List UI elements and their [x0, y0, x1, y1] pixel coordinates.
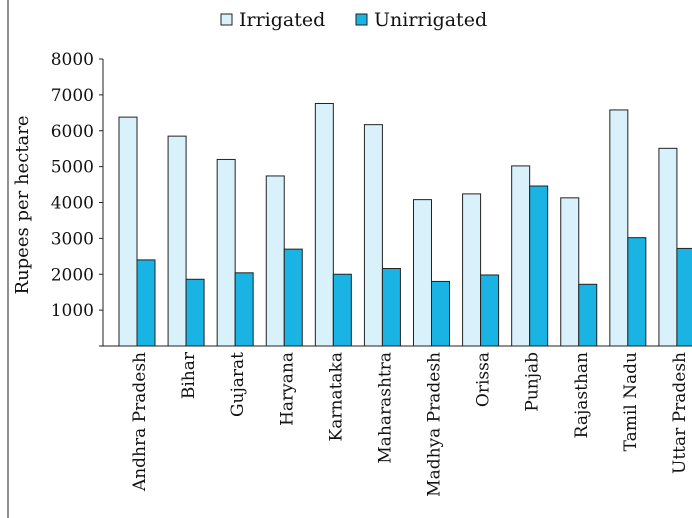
x-tick-label: Punjab — [523, 352, 543, 412]
x-tick-label: Orissa — [474, 352, 494, 407]
bar-unirrigated-karnataka — [332, 273, 352, 347]
bar-unirrigated-bihar — [185, 278, 205, 347]
x-tick-label: Maharashtra — [375, 352, 395, 464]
bar-unirrigated-uttar-pradesh — [676, 247, 692, 347]
bar-unirrigated-madhya-pradesh — [431, 280, 450, 347]
x-tick-labels: Andhra Pradesh Bihar Gujarat Haryana Karnata… — [130, 351, 690, 497]
bar-irrigated-punjab — [511, 165, 531, 347]
bar-unirrigated-gujarat — [234, 272, 254, 347]
bar-irrigated-madhya-pradesh — [413, 199, 432, 347]
bar-irrigated-uttar-pradesh — [658, 147, 678, 347]
y-tick-label: 7000 — [51, 86, 94, 106]
bar-irrigated-bihar — [167, 135, 187, 347]
y-tick-label: 2000 — [51, 265, 94, 285]
x-tick-label: Andhra Pradesh — [130, 352, 150, 492]
y-tick-label: 5000 — [51, 158, 94, 178]
legend-swatch-unirrigated — [355, 13, 368, 26]
x-tick-label: Karnataka — [326, 352, 346, 441]
bar-irrigated-gujarat — [216, 158, 236, 347]
legend-swatch-irrigated — [220, 13, 233, 26]
bars — [118, 102, 692, 347]
y-ticks: 1000 2000 3000 4000 5000 6000 7000 8000 — [51, 50, 103, 321]
legend-label-unirrigated: Unirrigated — [374, 9, 487, 31]
bar-irrigated-karnataka — [314, 102, 334, 347]
bar-irrigated-tamil-nadu — [609, 109, 629, 347]
bar-irrigated-orissa — [462, 193, 482, 347]
y-tick-label: 8000 — [51, 50, 94, 70]
bar-unirrigated-orissa — [480, 274, 500, 347]
bar-unirrigated-punjab — [529, 185, 549, 347]
bar-irrigated-andhra-pradesh — [118, 116, 138, 347]
bar-unirrigated-rajasthan — [578, 283, 598, 347]
x-tick-label: Bihar — [179, 351, 199, 399]
y-tick-label: 4000 — [51, 194, 94, 214]
x-tick-label: Uttar Pradesh — [670, 352, 690, 474]
legend: Irrigated Unirrigated — [220, 9, 487, 31]
bar-irrigated-maharashtra — [363, 124, 383, 347]
legend-label-irrigated: Irrigated — [239, 9, 325, 31]
bar-unirrigated-maharashtra — [381, 268, 401, 347]
bar-unirrigated-haryana — [283, 248, 303, 347]
bar-unirrigated-andhra-pradesh — [136, 259, 156, 347]
x-tick-label: Rajasthan — [572, 352, 592, 438]
x-tick-label: Madhya Pradesh — [425, 352, 445, 497]
y-tick-label: 3000 — [51, 229, 94, 249]
bar-unirrigated-tamil-nadu — [627, 237, 647, 347]
y-axis-label: Rupees per hectare — [12, 116, 33, 295]
x-tick-label: Haryana — [277, 352, 297, 426]
x-tick-label: Tamil Nadu — [621, 352, 641, 451]
y-tick-label: 1000 — [51, 301, 94, 321]
x-tick-label: Gujarat — [228, 352, 248, 417]
y-tick-label: 6000 — [51, 122, 94, 142]
bar-irrigated-haryana — [265, 175, 285, 347]
bar-irrigated-rajasthan — [560, 197, 580, 347]
